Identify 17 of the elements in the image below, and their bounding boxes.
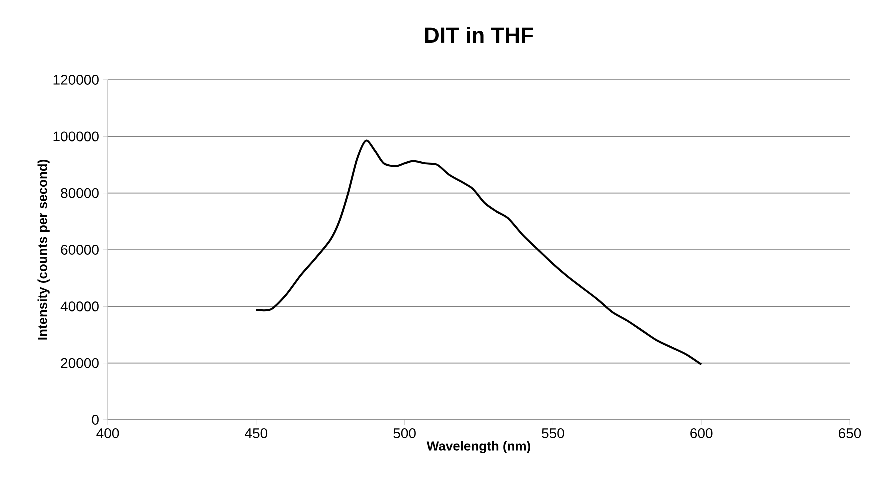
x-tick-label: 500 bbox=[394, 428, 416, 438]
x-axis-title: Wavelength (nm) bbox=[426, 441, 530, 454]
line-series bbox=[255, 140, 703, 366]
y-tick-label: 100000 bbox=[54, 132, 99, 142]
x-tick-label: 650 bbox=[839, 428, 862, 438]
y-tick-label: 40000 bbox=[60, 302, 99, 312]
y-tick-label: 0 bbox=[92, 415, 99, 425]
x-tick-label: 450 bbox=[245, 428, 268, 438]
y-axis-title: Intensity (counts per second) bbox=[38, 160, 50, 340]
x-tick-label: 400 bbox=[96, 428, 120, 438]
chart-title: DIT in THF bbox=[425, 27, 534, 43]
y-tick-label: 120000 bbox=[54, 75, 99, 85]
y-tick-label: 80000 bbox=[61, 188, 99, 198]
x-tick-label: 550 bbox=[542, 428, 564, 438]
x-tick-label: 600 bbox=[690, 428, 713, 438]
y-tick-label: 20000 bbox=[61, 358, 99, 368]
y-tick-label: 60000 bbox=[61, 245, 99, 255]
